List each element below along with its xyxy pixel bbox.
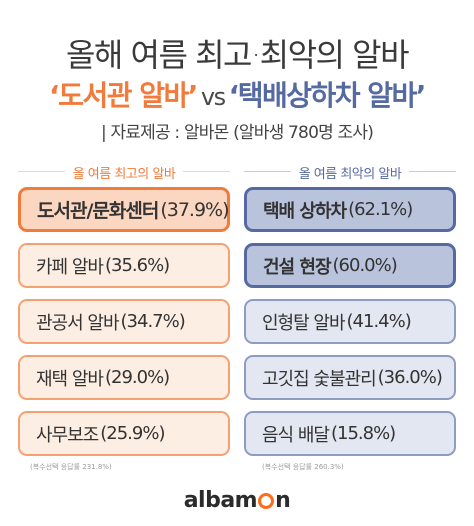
best-item: 사무보조 (25.9%)	[18, 411, 230, 456]
worst-item-pct: (36.0%)	[377, 367, 443, 388]
logo-o-mark	[258, 493, 275, 509]
worst-item-name: 음식 배달	[262, 424, 330, 446]
best-item-pct: (25.9%)	[100, 423, 165, 444]
worst-item-pct: (15.8%)	[330, 423, 396, 444]
best-item-name: 사무보조	[36, 424, 99, 446]
worst-item: 택배 상하차 (62.1%)	[244, 187, 456, 232]
best-column-heading: 올 여름 최고의 알바	[18, 163, 230, 182]
worst-item-pct: (62.1%)	[348, 199, 413, 220]
best-item: 관공서 알바 (34.7%)	[18, 299, 230, 344]
best-item-pct: (37.9%)	[160, 198, 229, 221]
best-item-name: 재택 알바	[36, 368, 104, 390]
worst-item-pct: (60.0%)	[332, 255, 398, 276]
worst-item-name: 인형탈 알바	[262, 312, 346, 334]
worst-item-pct: (41.4%)	[346, 311, 412, 332]
best-item: 도서관/문화센터 (37.9%)	[18, 187, 230, 232]
albamon-logo: albam n	[0, 488, 474, 513]
best-item-pct: (35.6%)	[104, 255, 170, 276]
logo-text-start: albam	[183, 488, 258, 513]
best-item-pct: (29.0%)	[104, 367, 170, 388]
subtitle-worst: ‘택배상하차 알바’	[228, 79, 427, 112]
subtitle-vs: vs	[200, 83, 226, 111]
worst-item: 인형탈 알바 (41.4%)	[244, 299, 456, 344]
worst-column-heading: 올 여름 최악의 알바	[244, 163, 456, 182]
worst-item-name: 건설 현장	[263, 256, 332, 278]
worst-item: 음식 배달 (15.8%)	[244, 411, 456, 456]
best-item-name: 관공서 알바	[36, 312, 120, 334]
best-item-name: 도서관/문화센터	[37, 200, 159, 222]
best-item-pct: (34.7%)	[120, 311, 186, 332]
best-item: 재택 알바 (29.0%)	[18, 355, 230, 400]
subtitle-best: ‘도서관 알바’	[49, 79, 198, 112]
best-footnote: (복수선택 응답률 231.8%)	[30, 463, 112, 471]
logo-text-end: n	[275, 488, 291, 513]
best-item-name: 카페 알바	[36, 256, 104, 278]
worst-item: 고깃집 숯불관리 (36.0%)	[244, 355, 456, 400]
page-title: 올해 여름 최고·최악의 알바	[65, 36, 410, 74]
worst-item: 건설 현장 (60.0%)	[244, 243, 456, 288]
worst-footnote: (복수선택 응답률 260.3%)	[262, 463, 344, 471]
best-item: 카페 알바 (35.6%)	[18, 243, 230, 288]
worst-item-name: 택배 상하차	[263, 200, 347, 222]
subtitle: ‘도서관 알바’ vs ‘택배상하차 알바’	[0, 74, 474, 114]
worst-item-name: 고깃집 숯불관리	[262, 368, 377, 390]
source-line: | 자료제공 : 알바몬 (알바생 780명 조사)	[100, 123, 374, 143]
